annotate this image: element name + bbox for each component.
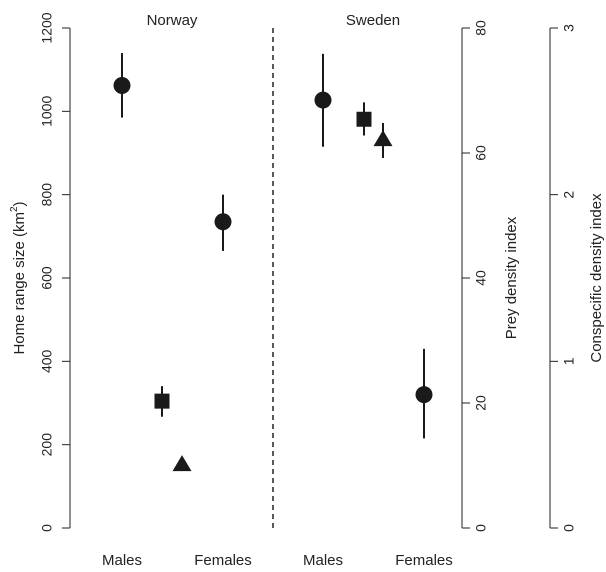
left-axis-title-end: ) [11, 201, 28, 206]
group-label-sweden-males: Males [303, 552, 343, 569]
panel-title-sweden: Sweden [346, 12, 400, 29]
right2-tick-label: 0 [561, 524, 577, 532]
right1-axis-title: Prey density index [503, 216, 520, 339]
point-prey-sweden [356, 111, 372, 127]
panel-title-norway: Norway [147, 12, 198, 29]
point-home_range-norway-males [113, 77, 131, 94]
left-tick-label: 800 [39, 183, 55, 207]
point-home_range-norway-females [214, 213, 232, 231]
left-tick-label: 0 [39, 524, 55, 532]
point-conspecific-norway [172, 455, 192, 472]
right1-tick-label: 20 [473, 395, 489, 411]
left-tick-label: 600 [39, 266, 55, 290]
left-axis-title-superscript: 2 [9, 206, 20, 212]
right1-tick-label: 60 [473, 145, 489, 161]
point-home_range-sweden-females [415, 386, 433, 404]
point-home_range-sweden-males [314, 91, 332, 109]
right2-tick-label: 1 [561, 357, 577, 365]
left-tick-label: 200 [39, 433, 55, 457]
right2-tick-label: 3 [561, 24, 577, 32]
right2-tick-label: 2 [561, 191, 577, 199]
left-tick-label: 1000 [39, 96, 55, 127]
group-label-norway-males: Males [102, 552, 142, 569]
left-axis-title: Home range size (km2) [9, 201, 28, 354]
left-tick-label: 400 [39, 349, 55, 373]
right1-tick-label: 0 [473, 524, 489, 532]
right2-axis-title: Conspecific density index [588, 193, 605, 363]
right1-tick-label: 80 [473, 20, 489, 36]
left-tick-label: 1200 [39, 12, 55, 43]
group-label-sweden-females: Females [395, 552, 453, 569]
point-prey-norway [154, 393, 170, 409]
group-label-norway-females: Females [194, 552, 252, 569]
point-conspecific-sweden [373, 130, 393, 147]
left-axis-title-main: Home range size (km [11, 212, 28, 355]
right1-tick-label: 40 [473, 270, 489, 286]
